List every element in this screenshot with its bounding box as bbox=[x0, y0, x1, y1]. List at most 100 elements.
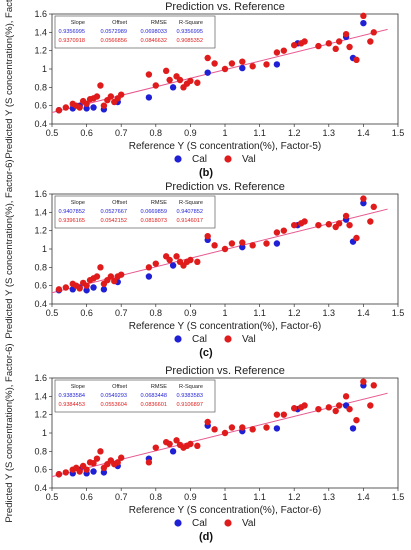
val-point bbox=[162, 67, 170, 75]
stats-header: RMSE bbox=[151, 20, 167, 26]
val-point bbox=[263, 240, 270, 247]
val-point bbox=[315, 405, 322, 413]
y-tick-label: 1 bbox=[42, 428, 47, 438]
val-point bbox=[187, 440, 194, 448]
legend-val-marker bbox=[224, 519, 232, 527]
val-point bbox=[360, 195, 367, 202]
val-point bbox=[100, 102, 108, 109]
stats-box bbox=[54, 379, 216, 413]
chart-title: Prediction vs. Reference bbox=[165, 365, 285, 377]
val-point bbox=[228, 60, 236, 67]
y-tick-label: 0.8 bbox=[34, 82, 47, 92]
val-point bbox=[114, 459, 121, 466]
stats-header: R-Square bbox=[179, 20, 203, 26]
legend-cal-marker bbox=[174, 155, 182, 163]
val-point bbox=[118, 91, 125, 98]
stats-header: Slope bbox=[71, 384, 85, 390]
val-point bbox=[97, 448, 104, 455]
val-point bbox=[62, 469, 70, 476]
y-tick-label: 1 bbox=[42, 64, 47, 74]
x-tick-label: 1.3 bbox=[323, 308, 336, 318]
stats-value: 0.9356995 bbox=[177, 29, 203, 35]
x-tick-label: 1.3 bbox=[323, 128, 336, 138]
val-point bbox=[325, 404, 332, 411]
val-point bbox=[228, 240, 236, 247]
y-tick-label: 0.8 bbox=[34, 446, 47, 456]
x-tick-label: 0.6 bbox=[80, 308, 93, 318]
cal-point bbox=[100, 469, 108, 476]
val-point bbox=[166, 256, 173, 264]
cal-point bbox=[204, 69, 211, 76]
x-tick-label: 0.6 bbox=[80, 128, 93, 138]
y-tick-label: 1.6 bbox=[34, 9, 47, 19]
val-point bbox=[176, 76, 184, 84]
y-tick-label: 1 bbox=[42, 244, 47, 254]
val-point bbox=[315, 221, 322, 229]
x-tick-label: 1.5 bbox=[392, 492, 405, 502]
x-tick-label: 0.8 bbox=[150, 128, 163, 138]
val-point bbox=[249, 242, 256, 249]
val-point bbox=[62, 284, 70, 291]
x-tick-label: 1 bbox=[222, 492, 227, 502]
panel-label: (d) bbox=[199, 531, 213, 543]
val-point bbox=[76, 285, 83, 292]
cal-point bbox=[239, 64, 246, 72]
cal-point bbox=[360, 19, 367, 27]
cal-point bbox=[169, 448, 177, 455]
val-point bbox=[221, 245, 229, 253]
val-point bbox=[280, 227, 288, 234]
val-point bbox=[118, 454, 125, 461]
x-tick-label: 0.5 bbox=[46, 308, 59, 318]
y-tick-label: 1.4 bbox=[34, 391, 47, 401]
stats-value: 0.0669859 bbox=[141, 209, 167, 215]
cal-point bbox=[90, 468, 97, 475]
y-tick-label: 1.2 bbox=[34, 46, 47, 56]
cal-point bbox=[145, 94, 153, 101]
chart-title: Prediction vs. Reference bbox=[165, 1, 285, 13]
val-point bbox=[291, 405, 298, 412]
legend-cal-marker bbox=[174, 519, 182, 527]
legend-cal-marker bbox=[174, 335, 182, 343]
stats-value: 0.9396165 bbox=[59, 218, 85, 224]
val-point bbox=[187, 256, 194, 264]
val-point bbox=[93, 455, 101, 462]
val-point bbox=[273, 411, 281, 418]
val-point bbox=[83, 100, 90, 108]
y-tick-label: 1.6 bbox=[34, 373, 47, 383]
stats-value: 0.0549293 bbox=[101, 393, 127, 399]
y-tick-label: 0.4 bbox=[34, 299, 47, 309]
legend-val-label: Val bbox=[242, 154, 256, 165]
x-tick-label: 0.6 bbox=[80, 492, 93, 502]
cal-point bbox=[239, 243, 246, 251]
cal-point bbox=[273, 61, 281, 68]
cal-point bbox=[100, 286, 108, 293]
val-point bbox=[194, 79, 201, 86]
val-point bbox=[204, 418, 211, 426]
val-point bbox=[346, 405, 353, 413]
val-point bbox=[194, 258, 201, 266]
val-point bbox=[93, 273, 101, 280]
x-tick-label: 0.9 bbox=[184, 308, 197, 318]
val-point bbox=[211, 426, 218, 433]
cal-point bbox=[83, 287, 90, 294]
stats-box bbox=[54, 15, 216, 49]
val-point bbox=[263, 424, 270, 431]
val-point bbox=[107, 93, 115, 100]
val-point bbox=[249, 63, 256, 70]
stats-value: 0.9407852 bbox=[177, 209, 203, 215]
cal-point bbox=[90, 104, 97, 111]
val-point bbox=[325, 40, 332, 47]
stats-value: 0.9356995 bbox=[59, 29, 85, 35]
val-point bbox=[367, 38, 374, 45]
val-point bbox=[152, 444, 159, 451]
val-point bbox=[280, 411, 288, 418]
y-tick-label: 0.6 bbox=[34, 465, 47, 475]
x-tick-label: 0.8 bbox=[150, 492, 163, 502]
val-point bbox=[83, 282, 90, 289]
val-point bbox=[280, 47, 288, 54]
panel-label: (c) bbox=[199, 347, 213, 359]
legend-cal-label: Cal bbox=[192, 154, 207, 165]
